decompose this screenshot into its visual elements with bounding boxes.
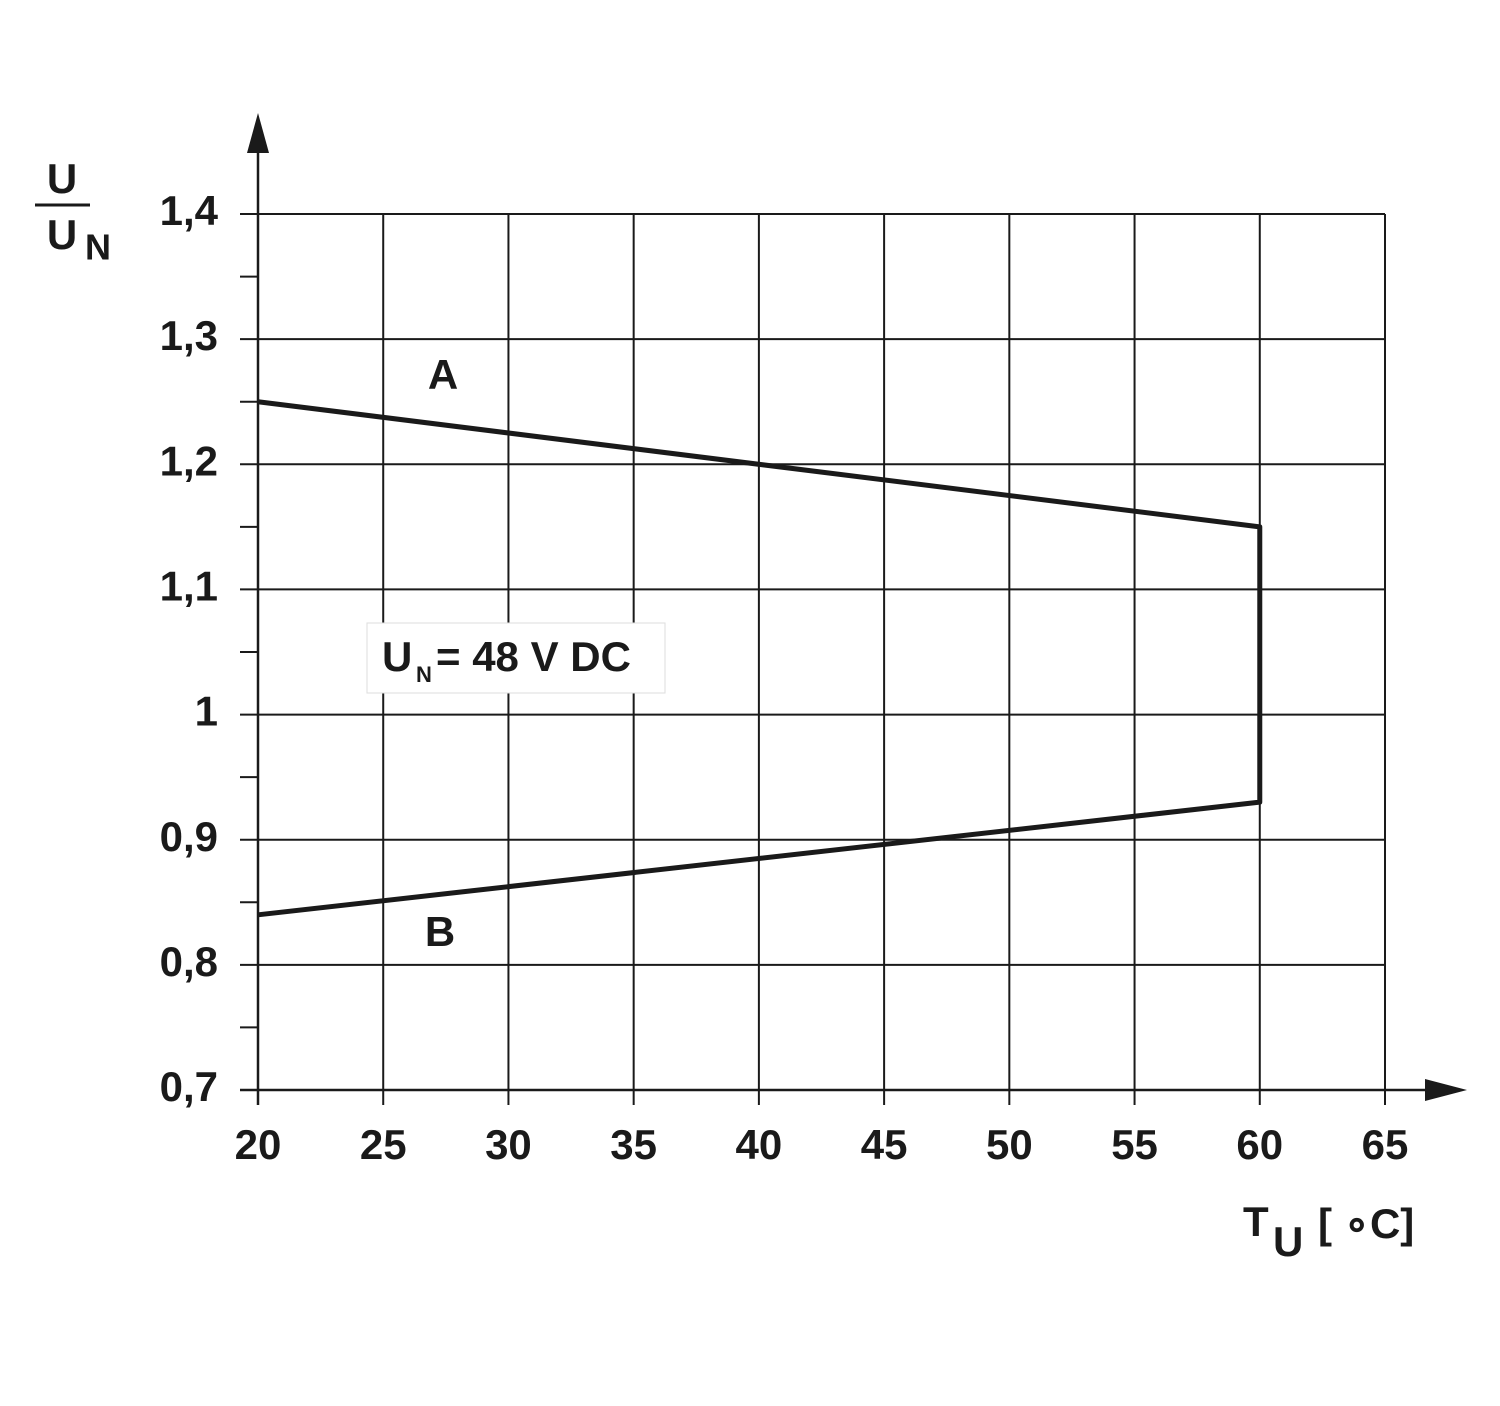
note-rest: = 48 V DC (436, 633, 631, 680)
x-tick-label: 35 (610, 1121, 657, 1168)
x-tick-label: 30 (485, 1121, 532, 1168)
y-tick-label: 1,4 (160, 187, 219, 234)
x-tick-label: 65 (1362, 1121, 1409, 1168)
y-tick-label: 1,2 (160, 437, 218, 484)
y-tick-label: 0,7 (160, 1063, 218, 1110)
y-tick-label: 1,1 (160, 563, 218, 610)
y-label: U U N (35, 155, 111, 268)
x-tick-label: 20 (235, 1121, 282, 1168)
x-tick-label: 25 (360, 1121, 407, 1168)
x-label-main: T (1243, 1198, 1269, 1245)
axes (240, 113, 1467, 1105)
note-background (366, 622, 666, 694)
line (257, 399, 1263, 918)
y-tick-label: 0,8 (160, 938, 218, 985)
annotation: B (425, 908, 455, 955)
x-tick-label: 55 (1111, 1121, 1158, 1168)
y-label-denominator: U (47, 211, 77, 258)
y-tick-label: 0,9 (160, 813, 218, 860)
x-tick-label: 60 (1236, 1121, 1283, 1168)
x-label-unit: [ ∘C] (1318, 1200, 1414, 1247)
x-tick-label: 45 (861, 1121, 908, 1168)
x-tick-label: 40 (736, 1121, 783, 1168)
y-label-numerator: U (47, 155, 77, 202)
x-arrow (1425, 1079, 1467, 1101)
y-tick-label: 1 (195, 688, 218, 735)
note-main: U (382, 633, 412, 680)
y-label-sub: N (85, 227, 111, 268)
note-box: U N = 48 V DC (366, 622, 666, 694)
annotation: A (428, 351, 458, 398)
x-label: T U [ ∘C] (1243, 1198, 1414, 1265)
y-tick-label: 1,3 (160, 312, 218, 359)
x-tick-label: 50 (986, 1121, 1033, 1168)
x-label-sub: U (1273, 1218, 1303, 1265)
y-arrow (247, 113, 269, 153)
note-sub: N (416, 662, 432, 687)
